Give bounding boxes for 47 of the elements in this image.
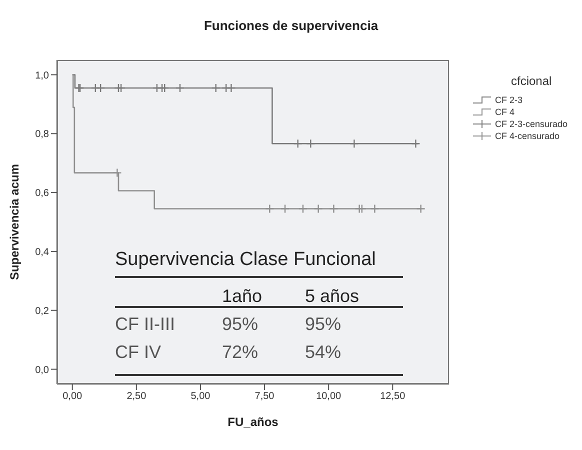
annotation: CF II-III bbox=[115, 314, 175, 335]
annotation: 1año bbox=[222, 286, 262, 307]
point bbox=[306, 139, 316, 148]
y-tick-label: 1,0 bbox=[35, 70, 50, 82]
point bbox=[293, 139, 302, 148]
point bbox=[96, 83, 106, 93]
legend-label: CF 2-3-censurado bbox=[495, 119, 568, 129]
y-tick-label: 0,8 bbox=[35, 129, 50, 140]
point bbox=[416, 204, 426, 214]
y-tick-label: 0,4 bbox=[35, 247, 50, 258]
x-tick-label: 2,50 bbox=[126, 391, 147, 402]
point bbox=[298, 204, 308, 214]
annotation: Supervivencia Clase Funcional bbox=[115, 249, 376, 271]
point bbox=[175, 83, 185, 93]
annotation: CF IV bbox=[115, 342, 162, 363]
chart-title: Funciones de supervivencia bbox=[202, 18, 380, 33]
point bbox=[329, 204, 338, 214]
annotation: 95% bbox=[222, 314, 258, 335]
point bbox=[116, 83, 126, 93]
x-axis-title: FU_años bbox=[228, 415, 279, 429]
point bbox=[370, 204, 380, 214]
legend-label: CF 2-3 bbox=[495, 95, 523, 105]
point bbox=[314, 204, 323, 214]
y-tick-label: 0,2 bbox=[35, 306, 50, 317]
x-tick-label: 0,00 bbox=[62, 391, 83, 402]
point bbox=[411, 139, 420, 148]
x-tick-label: 12,50 bbox=[380, 391, 406, 402]
x-tick-label: 7,50 bbox=[254, 391, 275, 402]
y-tick-label: 0,0 bbox=[35, 364, 50, 376]
annotation: 54% bbox=[305, 342, 342, 363]
legend-label: CF 4-censurado bbox=[495, 131, 560, 141]
legend-label: CF 4 bbox=[495, 107, 515, 117]
x-tick-label: 10,00 bbox=[316, 391, 342, 402]
point bbox=[350, 139, 359, 148]
point bbox=[211, 83, 220, 93]
point bbox=[265, 204, 274, 214]
legend-title: cfcional bbox=[511, 74, 553, 88]
point bbox=[226, 83, 236, 93]
annotation: 95% bbox=[305, 314, 342, 335]
point bbox=[112, 168, 122, 178]
x-tick-label: 5,00 bbox=[190, 391, 211, 402]
annotation: 5 años bbox=[305, 286, 360, 307]
y-tick-label: 0,6 bbox=[35, 188, 50, 200]
point bbox=[160, 83, 170, 93]
y-axis-title: Supervivencia acum bbox=[7, 164, 22, 280]
annotation: 72% bbox=[222, 342, 258, 363]
point bbox=[280, 204, 290, 214]
